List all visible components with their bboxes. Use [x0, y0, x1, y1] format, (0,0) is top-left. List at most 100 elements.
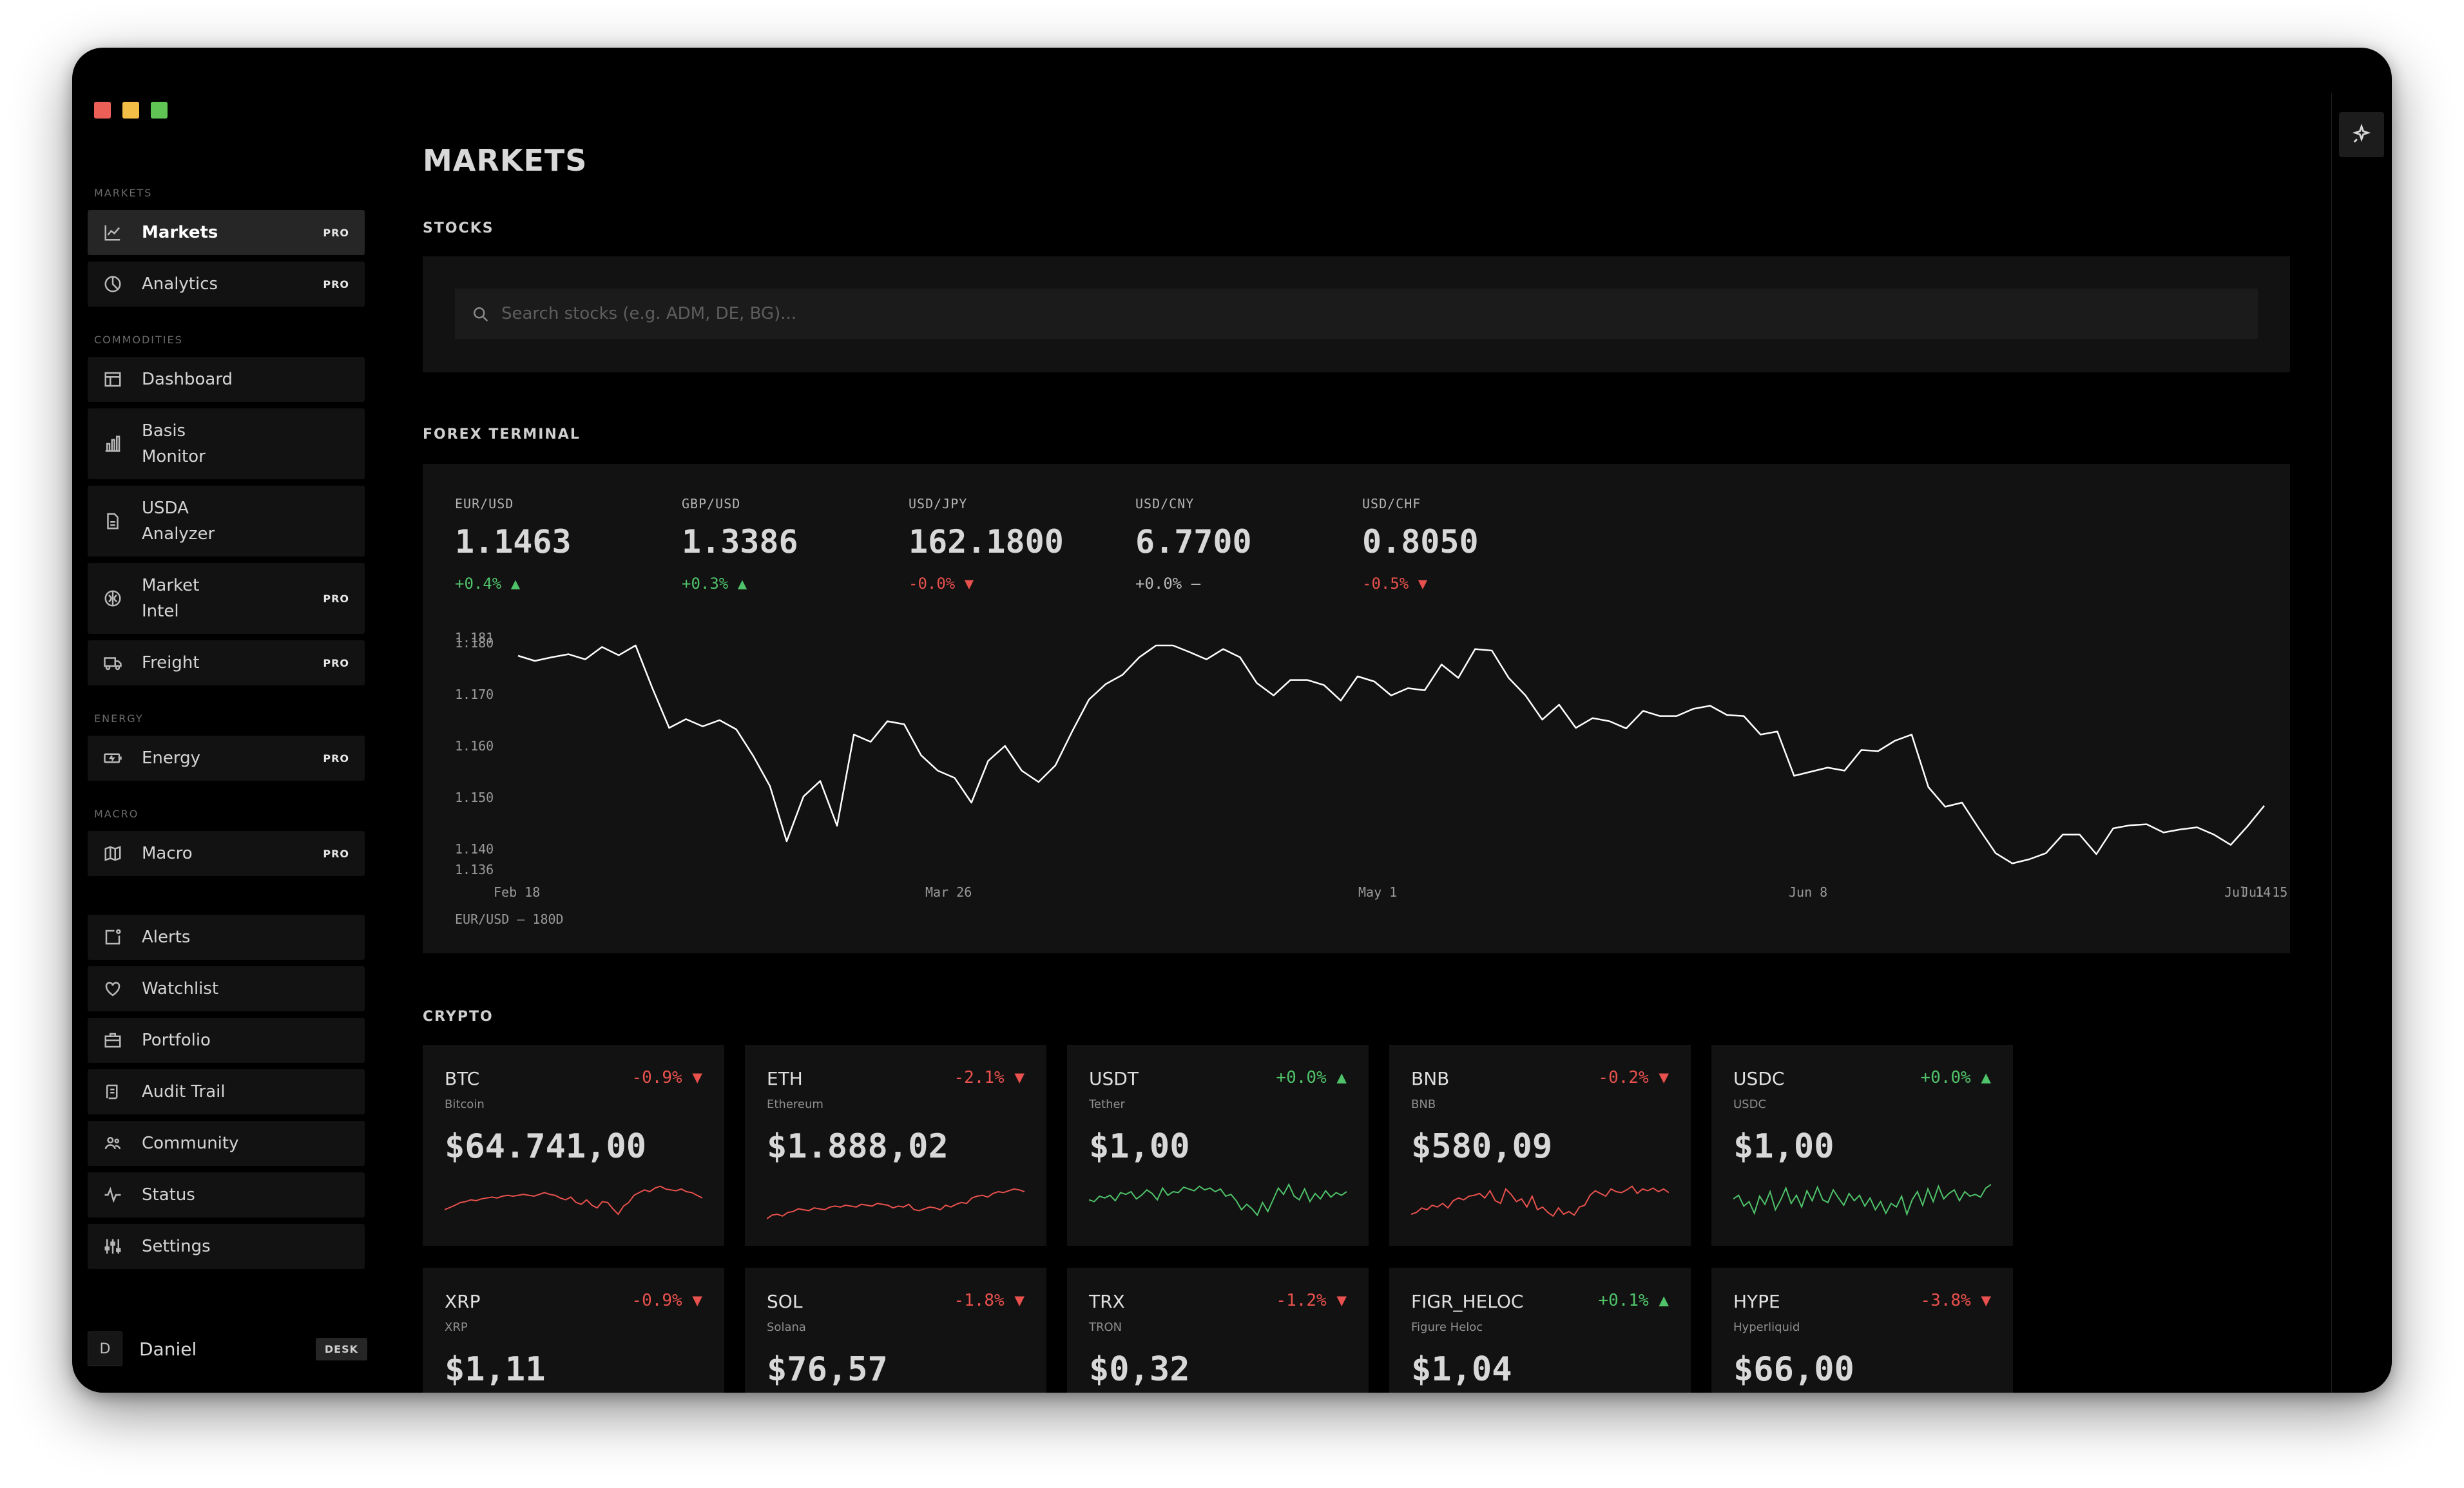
sidebar-item-alerts[interactable]: Alerts [88, 915, 365, 960]
sidebar-item-macro[interactable]: Macro PRO [88, 831, 365, 876]
sidebar-item-usda-analyzer[interactable]: USDA Analyzer [88, 486, 365, 557]
sidebar-item-community[interactable]: Community [88, 1121, 365, 1166]
crypto-section-label: CRYPTO [423, 1009, 494, 1025]
pair-name: EUR/USD [455, 496, 514, 511]
y-tick-label: 1.181 [455, 630, 494, 645]
user-profile[interactable]: D Daniel DESK [88, 1330, 371, 1368]
coin-symbol: USDC [1733, 1068, 1785, 1089]
sidebar-section-commodities: COMMODITIES [94, 334, 183, 346]
pair-name: USD/JPY [909, 496, 968, 511]
sidebar-item-basis-monitor[interactable]: Basis Monitor [88, 408, 365, 479]
stocks-section-label: STOCKS [423, 220, 494, 236]
coin-price: $1,04 [1411, 1350, 1512, 1389]
sidebar-item-label: Alerts [142, 928, 191, 947]
y-tick-label: 1.180 [455, 635, 494, 651]
crypto-card-bnb[interactable]: BNB BNB -0.2% ▼ $580,09 [1389, 1045, 1691, 1246]
search-input[interactable] [501, 304, 2177, 323]
sidebar-item-energy[interactable]: Energy PRO [88, 736, 365, 781]
heart-icon [105, 982, 120, 997]
pair-change: +0.0% — [1135, 575, 1201, 593]
sidebar-item-label: USDA Analyzer [142, 499, 215, 544]
coin-symbol: BTC [445, 1068, 480, 1089]
crypto-card-usdt[interactable]: USDT Tether +0.0% ▲ $1,00 [1067, 1045, 1369, 1246]
forex-pair-usdcny[interactable]: USD/CNY 6.7700 +0.0% — [1135, 496, 1342, 593]
pair-name: USD/CNY [1135, 496, 1195, 511]
pro-badge: PRO [323, 226, 349, 239]
crypto-card-trx[interactable]: TRX TRON -1.2% ▼ $0,32 [1067, 1268, 1369, 1393]
forex-pair-usdjpy[interactable]: USD/JPY 162.1800 -0.0% ▼ [909, 496, 1115, 593]
coin-change: +0.1% ▲ [1598, 1291, 1669, 1310]
crypto-card-sol[interactable]: SOL Solana -1.8% ▼ $76,57 [745, 1268, 1046, 1393]
forex-pair-usdchf[interactable]: USD/CHF 0.8050 -0.5% ▼ [1362, 496, 1568, 593]
sidebar-item-status[interactable]: Status [88, 1172, 365, 1217]
sidebar-item-label: Markets [142, 223, 218, 242]
coin-name: BNB [1411, 1098, 1436, 1111]
coin-name: TRON [1089, 1321, 1122, 1334]
coin-change: -1.2% ▼ [1276, 1291, 1347, 1310]
user-role-badge: DESK [315, 1337, 367, 1360]
sidebar-item-market-intel[interactable]: Market Intel PRO [88, 563, 365, 634]
coin-price: $1,11 [445, 1350, 546, 1389]
x-tick-label: Mar 26 [925, 884, 972, 900]
sidebar-item-label: Community [142, 1134, 239, 1153]
crypto-card-figr-heloc[interactable]: FIGR_HELOC Figure Heloc +0.1% ▲ $1,04 [1389, 1268, 1691, 1393]
coin-change: -2.1% ▼ [954, 1068, 1025, 1087]
pro-badge: PRO [323, 278, 349, 291]
pair-rate: 1.3386 [682, 523, 798, 560]
coin-price: $76,57 [767, 1350, 888, 1389]
x-tick-label: Jul 15 [2241, 884, 2287, 900]
sidebar-item-freight[interactable]: Freight PRO [88, 640, 365, 685]
forex-pair-gbpusd[interactable]: GBP/USD 1.3386 +0.3% ▲ [682, 496, 888, 593]
crypto-card-btc[interactable]: BTC Bitcoin -0.9% ▼ $64.741,00 [423, 1045, 724, 1246]
sidebar-item-portfolio[interactable]: Portfolio [88, 1018, 365, 1063]
forex-terminal-panel: EUR/USD 1.1463 +0.4% ▲ GBP/USD 1.3386 +0… [423, 464, 2290, 953]
coin-symbol: BNB [1411, 1068, 1450, 1089]
sidebar-item-label: Watchlist [142, 979, 219, 998]
map-icon [104, 846, 121, 861]
coin-name: USDC [1733, 1098, 1767, 1111]
price-sparkline [1733, 1183, 1991, 1217]
sidebar-item-markets[interactable]: Markets PRO [88, 210, 365, 255]
crypto-card-hype[interactable]: HYPE Hyperliquid -3.8% ▼ $66,00 [1711, 1268, 2013, 1393]
user-name: Daniel [139, 1338, 197, 1360]
sidebar-item-watchlist[interactable]: Watchlist [88, 966, 365, 1011]
y-tick-label: 1.150 [455, 790, 494, 805]
coin-price: $66,00 [1733, 1350, 1854, 1389]
sidebar-item-dashboard[interactable]: Dashboard [88, 357, 365, 402]
coin-name: Tether [1089, 1098, 1125, 1111]
ai-assistant-button[interactable] [2339, 112, 2384, 157]
pair-change: +0.3% ▲ [682, 575, 747, 593]
coin-change: -0.2% ▼ [1598, 1068, 1669, 1087]
sidebar-section-markets: MARKETS [94, 187, 153, 199]
main-content: MARKETS STOCKS FOREX TERMINAL EUR/USD 1.… [423, 48, 2298, 1393]
y-tick-label: 1.160 [455, 738, 494, 754]
pro-badge: PRO [323, 847, 349, 860]
window-close-button[interactable] [94, 102, 111, 119]
sidebar-item-settings[interactable]: Settings [88, 1224, 365, 1269]
pair-rate: 6.7700 [1135, 523, 1252, 560]
window-maximize-button[interactable] [151, 102, 168, 119]
sidebar-item-audit-trail[interactable]: Audit Trail [88, 1069, 365, 1114]
pair-rate: 162.1800 [909, 523, 1064, 560]
crypto-card-usdc[interactable]: USDC USDC +0.0% ▲ $1,00 [1711, 1045, 2013, 1246]
search-box[interactable] [455, 289, 2258, 339]
pair-name: GBP/USD [682, 496, 741, 511]
sidebar-item-label: Market Intel [142, 576, 200, 621]
document-icon [107, 513, 119, 529]
sidebar-item-label: Settings [142, 1237, 211, 1256]
forex-pair-eurusd[interactable]: EUR/USD 1.1463 +0.4% ▲ [455, 496, 661, 593]
pro-badge: PRO [323, 752, 349, 765]
coin-name: Hyperliquid [1733, 1321, 1800, 1334]
coin-price: $1,00 [1733, 1127, 1834, 1166]
coin-symbol: SOL [767, 1291, 803, 1312]
sidebar-item-analytics[interactable]: Analytics PRO [88, 262, 365, 307]
crypto-card-eth[interactable]: ETH Ethereum -2.1% ▼ $1.888,02 [745, 1045, 1046, 1246]
window-minimize-button[interactable] [122, 102, 139, 119]
coin-price: $580,09 [1411, 1127, 1553, 1166]
coin-change: -0.9% ▼ [631, 1068, 702, 1087]
coin-name: Figure Heloc [1411, 1321, 1483, 1334]
sidebar-item-label: Basis Monitor [142, 421, 206, 466]
crypto-card-xrp[interactable]: XRP XRP -0.9% ▼ $1,11 [423, 1268, 724, 1393]
truck-icon [104, 657, 122, 671]
